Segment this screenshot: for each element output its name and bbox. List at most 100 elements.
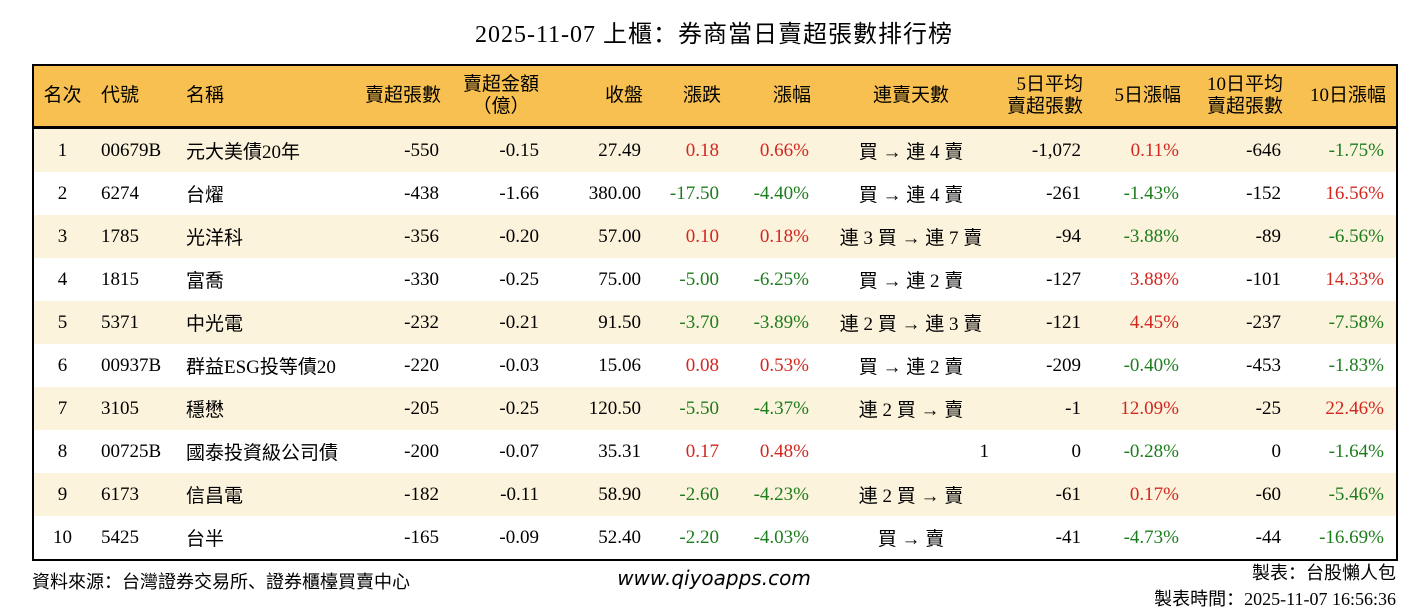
cell-name: 富喬 xyxy=(186,271,225,292)
table-row: 2 6274 台燿 -438 -1.66 380.00 -17.50 -4.40% 買 → 連 … xyxy=(33,172,1397,215)
ranking-table: 名次 代號 名稱 賣超張數 賣超金額 （億） 收盤 漲跌 漲幅 連賣天數 5日平均 賣超張數 5日漲幅 1… xyxy=(32,64,1398,561)
cell-avg10: -453 xyxy=(1246,354,1281,376)
ranking-table-container: 名次 代號 名稱 賣超張數 賣超金額 （億） 收盤 漲跌 漲幅 連賣天數 5日平均 賣超張數 5日漲幅 1… xyxy=(32,64,1398,561)
cell-net_sell: -330 xyxy=(404,268,439,290)
cell-code: 1785 xyxy=(101,225,139,247)
cell-rank: 1 xyxy=(57,139,68,161)
cell-rank: 4 xyxy=(57,268,68,290)
cell-pct10: -6.56% xyxy=(1328,225,1384,247)
cell-pct5: 4.45% xyxy=(1129,311,1179,333)
cell-close: 380.00 xyxy=(588,182,641,204)
table-row: 7 3105 穩懋 -205 -0.25 120.50 -5.50 -4.37% 連 2 買 →… xyxy=(33,387,1397,430)
cell-code: 5425 xyxy=(101,526,139,548)
cell-name: 中光電 xyxy=(186,314,244,335)
cell-net_sell: -550 xyxy=(404,139,439,161)
cell-avg10: -44 xyxy=(1255,526,1281,548)
cell-pct5: -0.28% xyxy=(1123,440,1179,462)
cell-streak: 買 → 連 2 賣 xyxy=(858,357,964,378)
cell-avg10: -60 xyxy=(1255,483,1281,505)
column-header-pct5: 5日漲幅 xyxy=(1093,65,1191,129)
cell-net_sell: -356 xyxy=(404,225,439,247)
cell-streak: 連 2 買 → 連 3 賣 xyxy=(839,314,983,335)
cell-amount: -0.25 xyxy=(499,268,539,290)
cell-amount: -0.07 xyxy=(499,440,539,462)
column-header-net_sell: 賣超張數 xyxy=(356,65,451,129)
cell-name: 元大美債20年 xyxy=(186,142,301,163)
cell-change_pct: -4.03% xyxy=(753,526,809,548)
cell-net_sell: -182 xyxy=(404,483,439,505)
cell-amount: -0.25 xyxy=(499,397,539,419)
cell-streak: 連 2 買 → 賣 xyxy=(858,486,964,507)
cell-avg10: -237 xyxy=(1246,311,1281,333)
column-header-change_pct: 漲幅 xyxy=(731,65,821,129)
cell-close: 58.90 xyxy=(598,483,641,505)
cell-streak: 連 2 買 → 賣 xyxy=(858,400,964,421)
cell-pct5: 0.11% xyxy=(1130,139,1179,161)
cell-streak: 買 → 連 4 賣 xyxy=(858,142,964,163)
cell-amount: -0.21 xyxy=(499,311,539,333)
cell-change: 0.10 xyxy=(685,225,719,247)
cell-avg5: -261 xyxy=(1046,182,1081,204)
cell-close: 15.06 xyxy=(598,354,641,376)
column-header-amount: 賣超金額 （億） xyxy=(451,65,551,129)
cell-avg10: -89 xyxy=(1255,225,1281,247)
page-title: 2025-11-07 上櫃：券商當日賣超張數排行榜 xyxy=(474,22,954,48)
column-header-streak: 連賣天數 xyxy=(821,65,1001,129)
cell-streak: 買 → 賣 xyxy=(877,529,945,550)
data-source-note: 資料來源：台灣證券交易所、證券櫃檯買賣中心 xyxy=(32,572,410,592)
table-row: 4 1815 富喬 -330 -0.25 75.00 -5.00 -6.25% 買 → 連 2 … xyxy=(33,258,1397,301)
cell-avg10: -25 xyxy=(1255,397,1281,419)
table-row: 6 00937B 群益ESG投等債20 -220 -0.03 15.06 0.08 0.53%… xyxy=(33,344,1397,387)
cell-pct10: -16.69% xyxy=(1319,526,1384,548)
cell-pct5: -3.88% xyxy=(1123,225,1179,247)
cell-name: 光洋科 xyxy=(186,228,244,249)
cell-change: -5.50 xyxy=(679,397,719,419)
cell-code: 6274 xyxy=(101,182,139,204)
cell-amount: -1.66 xyxy=(499,182,539,204)
website-link: www.qiyoapps.com xyxy=(617,566,811,590)
cell-close: 57.00 xyxy=(598,225,641,247)
cell-name: 台燿 xyxy=(186,185,225,206)
cell-change_pct: 0.66% xyxy=(759,139,809,161)
table-row: 8 00725B 國泰投資級公司債 -200 -0.07 35.31 0.17 0.48% 1 0… xyxy=(33,430,1397,473)
cell-rank: 5 xyxy=(57,311,68,333)
cell-net_sell: -165 xyxy=(404,526,439,548)
cell-change_pct: -4.37% xyxy=(753,397,809,419)
column-header-rank: 名次 xyxy=(33,65,91,129)
cell-name: 穩懋 xyxy=(186,400,225,421)
cell-rank: 8 xyxy=(57,440,68,462)
cell-close: 35.31 xyxy=(598,440,641,462)
cell-amount: -0.15 xyxy=(499,139,539,161)
cell-change_pct: 0.53% xyxy=(759,354,809,376)
cell-streak: 連 3 買 → 連 7 賣 xyxy=(839,228,983,249)
cell-name: 群益ESG投等債20 xyxy=(186,357,336,378)
cell-change: -2.20 xyxy=(679,526,719,548)
table-body: 1 00679B 元大美債20年 -550 -0.15 27.49 0.18 0.66% 買 →… xyxy=(33,127,1397,560)
cell-pct10: -1.75% xyxy=(1328,139,1384,161)
cell-rank: 2 xyxy=(57,182,68,204)
cell-code: 1815 xyxy=(101,268,139,290)
cell-close: 27.49 xyxy=(598,139,641,161)
cell-avg10: -646 xyxy=(1246,139,1281,161)
cell-change_pct: 0.48% xyxy=(759,440,809,462)
cell-avg5: -1,072 xyxy=(1031,139,1081,161)
cell-change: 0.18 xyxy=(685,139,719,161)
table-maker-note: 製表：台股懶人包 xyxy=(1252,563,1396,583)
cell-avg5: 0 xyxy=(1071,440,1082,462)
table-row: 10 5425 台半 -165 -0.09 52.40 -2.20 -4.03% 買 → 賣 -4… xyxy=(33,516,1397,560)
cell-avg10: -152 xyxy=(1246,182,1281,204)
cell-pct5: 0.17% xyxy=(1129,483,1179,505)
table-row: 1 00679B 元大美債20年 -550 -0.15 27.49 0.18 0.66% 買 →… xyxy=(33,127,1397,172)
header-row: 名次 代號 名稱 賣超張數 賣超金額 （億） 收盤 漲跌 漲幅 連賣天數 5日平均 賣超張數 5日漲幅 1… xyxy=(33,65,1397,129)
cell-rank: 9 xyxy=(57,483,68,505)
cell-change: -3.70 xyxy=(679,311,719,333)
cell-net_sell: -438 xyxy=(404,182,439,204)
table-row: 3 1785 光洋科 -356 -0.20 57.00 0.10 0.18% 連 3 買 → 連… xyxy=(33,215,1397,258)
column-header-code: 代號 xyxy=(91,65,176,129)
cell-amount: -0.03 xyxy=(499,354,539,376)
cell-net_sell: -232 xyxy=(404,311,439,333)
cell-code: 5371 xyxy=(101,311,139,333)
cell-pct10: 16.56% xyxy=(1325,182,1384,204)
cell-pct5: 3.88% xyxy=(1129,268,1179,290)
